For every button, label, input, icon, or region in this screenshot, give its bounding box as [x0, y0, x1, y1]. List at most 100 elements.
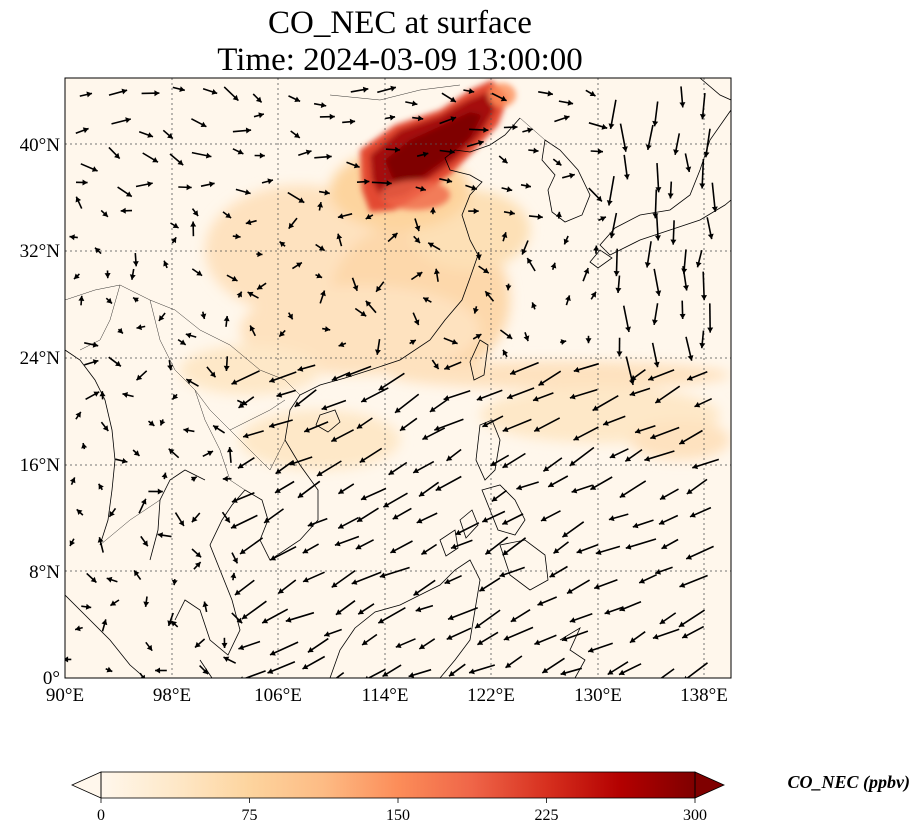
- wind-vector-head: [622, 146, 628, 152]
- wind-vector-head: [653, 361, 660, 368]
- wind-vector-head: [161, 472, 168, 478]
- wind-vector-head: [320, 290, 326, 297]
- wind-vector-head: [202, 601, 209, 608]
- wind-vector-head: [576, 548, 583, 554]
- wind-vector-head: [533, 395, 539, 402]
- wind-vector-shaft: [679, 574, 708, 588]
- wind-vector-head: [346, 371, 352, 377]
- wind-vector-shaft: [619, 480, 647, 499]
- wind-vector-head: [449, 670, 455, 677]
- wind-vector-head: [93, 391, 100, 397]
- wind-vector-head: [629, 379, 635, 385]
- wind-vector-head: [338, 341, 345, 348]
- wind-vector-head: [565, 295, 571, 301]
- wind-vector-head: [133, 297, 139, 303]
- wind-vector-head: [122, 392, 128, 398]
- wind-vector-head: [655, 397, 662, 403]
- wind-vector-head: [499, 571, 506, 578]
- wind-vector-head: [241, 613, 248, 619]
- wind-vector-head: [351, 579, 358, 585]
- wind-vector-head: [416, 272, 423, 278]
- wind-vector-head: [389, 114, 396, 121]
- wind-vector-head: [185, 332, 192, 339]
- wind-vector-head: [132, 261, 139, 267]
- wind-vector-head: [267, 178, 273, 185]
- wind-vector-head: [240, 548, 246, 554]
- wind-vector-head: [655, 187, 662, 193]
- wind-vector-head: [223, 316, 230, 322]
- wind-vector-head: [171, 620, 177, 627]
- wind-vector-head: [213, 425, 219, 431]
- wind-vector-head: [433, 268, 440, 275]
- wind-vector-head: [303, 577, 309, 583]
- wind-vector-head: [569, 617, 576, 623]
- wind-vector-head: [683, 285, 689, 291]
- wind-vector-head: [491, 496, 498, 502]
- wind-vector-head: [200, 313, 207, 319]
- wind-vector-head: [95, 247, 101, 254]
- wind-vector-head: [553, 548, 560, 554]
- lon-tick-label: 114°E: [362, 685, 409, 706]
- wind-vector-head: [392, 514, 399, 520]
- wind-vector-head: [125, 117, 131, 124]
- wind-vector-head: [378, 618, 385, 624]
- wind-vector-head: [125, 191, 132, 197]
- wind-vector-head: [269, 422, 275, 429]
- wind-vector-head: [509, 209, 515, 216]
- colorbar-tick-label: 150: [386, 807, 410, 824]
- wind-vector-head: [362, 86, 369, 93]
- wind-vector-shaft: [335, 671, 345, 678]
- wind-vector-head: [294, 96, 301, 102]
- wind-vector-head: [450, 116, 457, 122]
- wind-vector-head: [167, 620, 174, 626]
- wind-vector-head: [298, 197, 305, 203]
- wind-vector-head: [500, 95, 507, 102]
- wind-vector-head: [475, 334, 482, 340]
- wind-vector-head: [687, 355, 694, 361]
- wind-vector-head: [502, 349, 508, 356]
- wind-vector-head: [223, 656, 230, 662]
- wind-vector-head: [235, 233, 241, 240]
- wind-vector-head: [146, 644, 153, 651]
- wind-vector-head: [296, 262, 302, 268]
- wind-vector-head: [257, 284, 263, 290]
- wind-vector-head: [288, 222, 295, 229]
- wind-vector-head: [245, 127, 252, 134]
- wind-vector-head: [106, 666, 113, 673]
- wind-vector-head: [501, 232, 508, 238]
- lat-tick-label: 8°N: [29, 562, 60, 583]
- wind-vector-head: [177, 159, 184, 166]
- wind-vector-shaft: [360, 387, 389, 403]
- wind-vector-head: [326, 153, 332, 160]
- wind-vector-head: [684, 675, 688, 678]
- wind-vector-head: [247, 291, 254, 298]
- wind-vector-head: [171, 579, 178, 586]
- wind-vector-head: [114, 152, 120, 159]
- colorbar-extend-max: [694, 771, 725, 799]
- wind-vector-head: [237, 149, 244, 155]
- wind-vector-head: [86, 91, 92, 98]
- wind-vector-head: [595, 549, 602, 555]
- wind-vector-head: [506, 333, 513, 339]
- wind-vector-head: [178, 520, 184, 526]
- wind-vector-head: [415, 606, 422, 613]
- wind-vector-head: [429, 207, 436, 213]
- lat-tick-label: 24°N: [20, 348, 61, 369]
- wind-vector-head: [353, 162, 360, 169]
- wind-vector-head: [172, 393, 179, 400]
- wind-vector-head: [625, 543, 632, 550]
- wind-vector-head: [678, 621, 685, 627]
- wind-vector-head: [490, 460, 497, 466]
- wind-vector-head: [147, 132, 153, 138]
- wind-vector-head: [619, 492, 626, 498]
- wind-vector-head: [644, 262, 651, 268]
- wind-vector-head: [477, 639, 484, 645]
- wind-vector-head: [629, 390, 636, 397]
- wind-vector-head: [413, 319, 420, 326]
- wind-vector-head: [259, 152, 265, 159]
- wind-vector-head: [661, 543, 668, 549]
- wind-vector-head: [429, 406, 436, 412]
- wind-vector-head: [334, 540, 341, 547]
- wind-vector-shaft: [269, 641, 299, 656]
